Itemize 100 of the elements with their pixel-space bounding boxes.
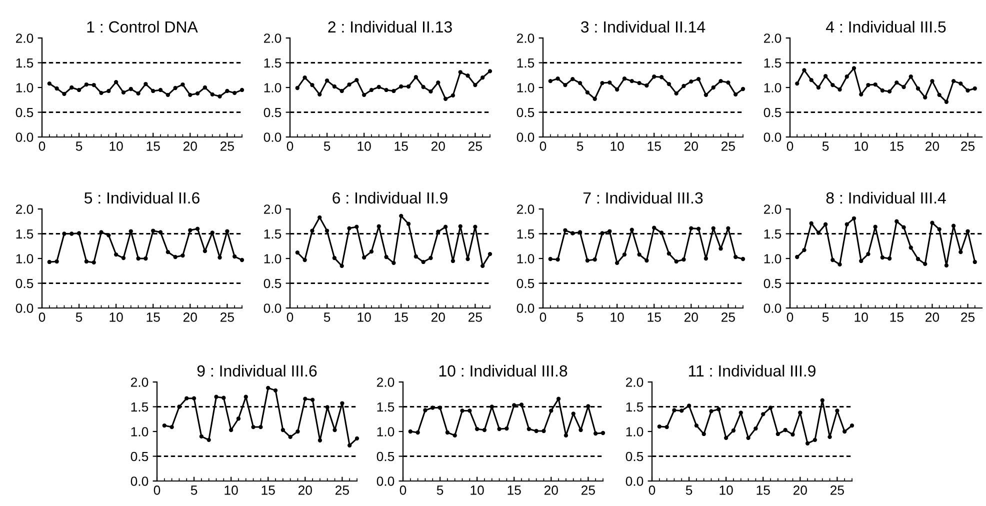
point xyxy=(450,258,456,264)
point xyxy=(556,76,560,81)
point xyxy=(637,80,642,86)
x-tick-label: 15 xyxy=(146,142,160,151)
point xyxy=(473,82,478,88)
point xyxy=(324,78,330,83)
x-tick-label: 0 xyxy=(286,142,294,151)
x-tick-label: 5 xyxy=(76,312,82,322)
point xyxy=(823,222,828,226)
y-tick-label: 0.0 xyxy=(264,304,282,313)
point xyxy=(630,228,634,232)
point xyxy=(47,260,52,264)
point xyxy=(295,86,300,90)
point xyxy=(585,258,590,263)
point xyxy=(84,82,89,87)
point xyxy=(894,219,899,224)
point xyxy=(908,74,913,79)
x-tick-label: 25 xyxy=(722,142,735,151)
y-tick-label: 0.0 xyxy=(516,304,534,313)
point xyxy=(228,428,234,432)
y-tick-label: 0.5 xyxy=(264,278,282,288)
point xyxy=(92,82,96,88)
point xyxy=(406,84,411,89)
point xyxy=(47,81,52,86)
point xyxy=(497,426,502,432)
point xyxy=(802,68,806,72)
x-tick-label: 15 xyxy=(394,142,408,151)
point xyxy=(548,256,552,262)
y-tick-label: 0.5 xyxy=(516,108,534,118)
y-tick-label: 0.5 xyxy=(16,108,34,118)
point xyxy=(850,423,854,428)
point xyxy=(902,84,906,90)
point xyxy=(332,84,337,89)
x-tick-label: 15 xyxy=(756,486,770,495)
x-tick-label: 10 xyxy=(854,312,868,322)
point xyxy=(894,80,899,85)
point xyxy=(136,91,140,96)
y-tick-label: 0.5 xyxy=(16,278,34,288)
point xyxy=(614,87,620,92)
point xyxy=(873,224,878,229)
point xyxy=(592,96,597,101)
point xyxy=(944,263,949,268)
point xyxy=(340,88,344,94)
point xyxy=(468,408,472,413)
point xyxy=(266,386,270,390)
point xyxy=(738,410,743,415)
x-tick-label: 5 xyxy=(324,142,330,151)
point xyxy=(902,225,906,230)
point xyxy=(512,403,516,408)
point xyxy=(62,92,66,96)
x-tick-label: 5 xyxy=(822,312,829,322)
point xyxy=(951,224,956,228)
x-tick-label: 25 xyxy=(220,312,234,322)
x-tick-label: 0 xyxy=(648,486,656,495)
point xyxy=(318,438,322,442)
point xyxy=(709,409,714,414)
y-tick-label: 1.0 xyxy=(764,83,782,92)
x-tick-label: 0 xyxy=(154,486,160,495)
point xyxy=(923,95,928,100)
y-tick-label: 0.0 xyxy=(16,132,34,142)
point xyxy=(686,404,692,408)
point xyxy=(958,81,963,86)
point xyxy=(458,70,462,74)
point xyxy=(761,412,766,416)
point xyxy=(937,227,942,232)
point xyxy=(556,396,561,401)
point xyxy=(873,82,878,87)
point xyxy=(652,74,656,79)
x-tick-label: 15 xyxy=(394,312,408,322)
point xyxy=(151,88,156,94)
point xyxy=(802,248,806,252)
y-tick-label: 0.5 xyxy=(376,452,394,462)
point xyxy=(600,231,604,236)
x-tick-label: 10 xyxy=(224,486,238,495)
point xyxy=(480,264,485,268)
y-tick-label: 2.0 xyxy=(376,378,394,387)
point xyxy=(421,84,426,90)
y-tick-label: 1.0 xyxy=(264,83,282,92)
point xyxy=(188,228,192,232)
point xyxy=(54,259,59,264)
point xyxy=(273,388,278,392)
point xyxy=(295,250,300,255)
x-tick-label: 0 xyxy=(540,142,546,151)
x-tick-label: 0 xyxy=(286,312,294,322)
point xyxy=(866,252,870,256)
x-tick-label: 25 xyxy=(961,312,975,322)
point xyxy=(731,428,736,433)
point xyxy=(376,84,381,90)
point xyxy=(916,256,920,262)
point xyxy=(966,229,970,234)
y-tick-label: 0.0 xyxy=(16,304,34,313)
point xyxy=(473,224,478,229)
point xyxy=(84,259,89,264)
point xyxy=(488,69,492,74)
y-tick-label: 1.5 xyxy=(264,58,282,68)
x-tick-label: 0 xyxy=(786,312,794,322)
point xyxy=(332,256,337,260)
x-tick-label: 20 xyxy=(793,486,807,495)
point xyxy=(704,256,708,261)
point xyxy=(218,94,222,98)
